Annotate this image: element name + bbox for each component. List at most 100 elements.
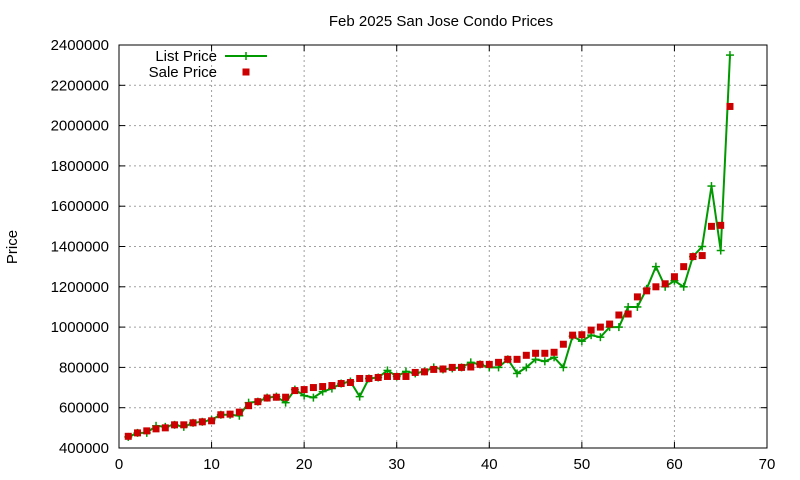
list-price-point [355, 392, 364, 401]
sale-price-point [550, 348, 558, 356]
sale-price-point [698, 252, 706, 260]
sale-price-point [439, 365, 447, 373]
y-axis-label: Price [4, 230, 21, 264]
list-price-point [725, 51, 734, 60]
sale-price-point [309, 384, 317, 392]
sale-price-point [596, 323, 604, 331]
sale-price-point [633, 293, 641, 301]
sale-price-point [680, 263, 688, 271]
y-tick-label: 2200000 [51, 77, 109, 94]
sale-price-point [198, 418, 206, 426]
list-price-point [679, 282, 688, 291]
sale-price-point [254, 398, 262, 406]
sale-price-point [282, 393, 290, 401]
y-tick-label: 2400000 [51, 37, 109, 54]
list-price-point [698, 242, 707, 251]
list-price-point [716, 246, 725, 255]
legend-marker-sale-price [242, 68, 250, 76]
list-price-point [577, 337, 586, 346]
x-tick-label: 0 [115, 456, 123, 473]
chart-title: Feb 2025 San Jose Condo Prices [329, 13, 553, 30]
list-price-point [540, 357, 549, 366]
x-tick-label: 50 [574, 456, 591, 473]
sale-price-point [365, 374, 373, 382]
sale-price-point [513, 355, 521, 363]
sale-price-point [661, 280, 669, 288]
sale-price-point [337, 380, 345, 388]
sale-price-point [726, 102, 734, 110]
sale-price-point [707, 222, 715, 230]
sale-price-point [458, 363, 466, 371]
grid [119, 45, 767, 448]
axis-ticks: 0 10 20 30 40 50 60 70 400000 600000 800000 1000000… [51, 37, 776, 473]
sale-price-point [485, 360, 493, 368]
list-price-point [559, 363, 568, 372]
sale-price-point [652, 283, 660, 291]
x-tick-label: 30 [388, 456, 405, 473]
sale-price-point [587, 326, 595, 334]
sale-price-point [328, 382, 336, 390]
list-price-point [614, 323, 623, 332]
y-tick-label: 1000000 [51, 319, 109, 336]
sale-price-point [615, 311, 623, 319]
y-tick-label: 800000 [59, 359, 109, 376]
sale-price-point [124, 432, 132, 440]
sale-price-point [346, 379, 354, 387]
legend-label-sale-price: Sale Price [149, 64, 217, 81]
sale-price-point [504, 355, 512, 363]
list-price-point [309, 393, 318, 402]
legend: List Price Sale Price [149, 48, 267, 81]
sale-price-point [272, 393, 280, 401]
sale-price-point [208, 417, 216, 425]
x-tick-label: 20 [296, 456, 313, 473]
y-tick-label: 1800000 [51, 158, 109, 175]
sale-price-point [689, 253, 697, 261]
plot-frame [118, 44, 768, 449]
sale-price-point [143, 427, 151, 435]
sale-price-point [374, 373, 382, 381]
sale-price-point [430, 365, 438, 373]
list-price-point [624, 302, 633, 311]
sale-price-point [541, 349, 549, 357]
y-tick-label: 600000 [59, 400, 109, 417]
sale-price-point [670, 273, 678, 281]
sale-price-point [180, 421, 188, 429]
sale-price-point [532, 349, 540, 357]
list-price-point [633, 302, 642, 311]
list-price-point [513, 369, 522, 378]
sale-price-point [171, 421, 179, 429]
sale-price-point [393, 372, 401, 380]
sale-price-point [559, 340, 567, 348]
sale-price-point [291, 387, 299, 395]
list-price-point [522, 363, 531, 372]
sale-price-point [476, 360, 484, 368]
sale-price-point [245, 402, 253, 410]
sale-price-point [402, 372, 410, 380]
sale-price-point [189, 419, 197, 427]
sale-price-point [161, 424, 169, 432]
sale-price-point [522, 351, 530, 359]
sale-price-point [383, 372, 391, 380]
legend-marker-list-price [242, 52, 250, 60]
sale-price-point [606, 320, 614, 328]
sale-price-point [263, 394, 271, 402]
sale-price-point [217, 411, 225, 419]
sale-price-point [152, 425, 160, 433]
y-tick-label: 2000000 [51, 118, 109, 135]
sale-price-point [300, 386, 308, 394]
sale-price-point [235, 408, 243, 416]
x-tick-label: 40 [481, 456, 498, 473]
sale-price-point [356, 374, 364, 382]
list-price-point [596, 333, 605, 342]
x-tick-label: 70 [759, 456, 776, 473]
sale-price-point [448, 363, 456, 371]
sale-price-point [226, 410, 234, 418]
list-price-series [124, 51, 734, 441]
list-price-point [707, 182, 716, 191]
sale-price-point [319, 383, 327, 391]
x-tick-label: 60 [666, 456, 683, 473]
y-tick-label: 1400000 [51, 239, 109, 256]
sale-price-point [624, 310, 632, 318]
list-price-point [651, 262, 660, 271]
